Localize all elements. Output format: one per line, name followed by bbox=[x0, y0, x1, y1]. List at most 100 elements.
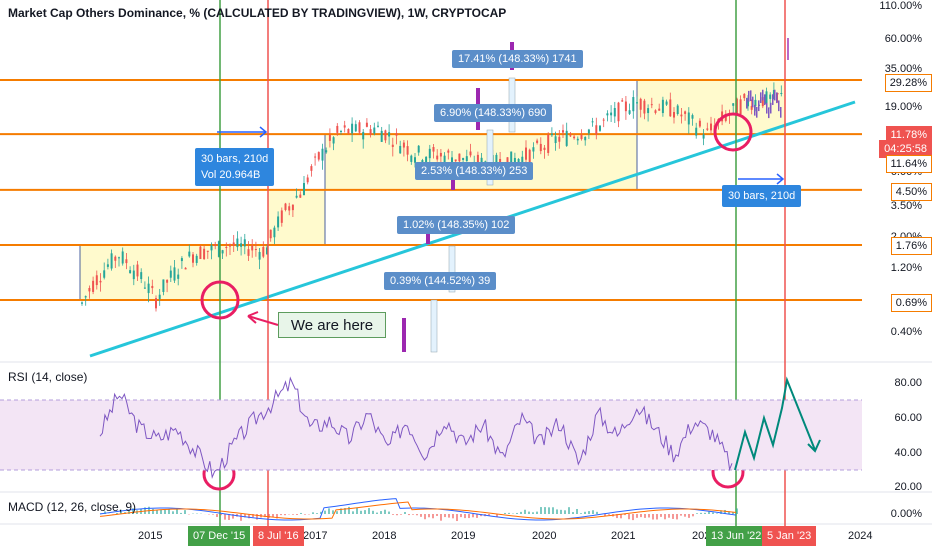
macd-histogram-bar bbox=[464, 514, 466, 519]
candle-body bbox=[454, 159, 457, 162]
candle-body bbox=[768, 107, 770, 119]
macd-histogram-bar bbox=[340, 508, 342, 514]
macd-histogram-bar bbox=[104, 511, 106, 514]
candle-body bbox=[377, 125, 379, 127]
candle-body bbox=[288, 206, 291, 211]
candle-body bbox=[410, 155, 413, 162]
macd-histogram-bar bbox=[244, 514, 246, 518]
candle-body bbox=[691, 115, 694, 119]
macd-histogram-bar bbox=[268, 514, 270, 518]
candle-body bbox=[166, 279, 169, 283]
macd-histogram-bar bbox=[328, 508, 330, 514]
price-axis-tick: 1.20% bbox=[890, 262, 922, 274]
candle-body bbox=[458, 153, 461, 162]
date-tag-green-1: 07 Dec '15 bbox=[188, 526, 251, 546]
macd-histogram-bar bbox=[504, 512, 506, 514]
candle-body bbox=[84, 296, 87, 298]
candle-body bbox=[103, 270, 106, 278]
candle-body bbox=[650, 104, 653, 106]
candle-body bbox=[258, 251, 261, 260]
macd-histogram-bar bbox=[432, 514, 434, 519]
macd-histogram-bar bbox=[420, 514, 422, 517]
macd-histogram-bar bbox=[552, 507, 554, 514]
candle-body bbox=[428, 148, 431, 159]
candle-body bbox=[758, 100, 760, 112]
candle-body bbox=[343, 125, 346, 128]
we-are-here-arrowhead bbox=[247, 311, 259, 324]
bars-range-label-1-line2: Vol 20.964B bbox=[201, 169, 261, 181]
macd-histogram-bar bbox=[168, 509, 170, 514]
candle-body bbox=[584, 136, 587, 141]
candle-body bbox=[229, 244, 231, 247]
price-axis-tick: 0.40% bbox=[890, 326, 922, 338]
candle-body bbox=[780, 106, 782, 118]
macd-histogram-bar bbox=[404, 512, 406, 514]
candle-body bbox=[317, 152, 320, 160]
candle-body bbox=[764, 94, 766, 106]
candle-body bbox=[661, 99, 664, 114]
candle-body bbox=[587, 129, 590, 134]
candle-body bbox=[673, 112, 675, 118]
candle-body bbox=[155, 298, 157, 309]
macd-histogram-bar bbox=[728, 511, 730, 514]
candle-body bbox=[536, 140, 539, 143]
macd-histogram-bar bbox=[620, 514, 622, 519]
macd-histogram-bar bbox=[296, 514, 298, 515]
x-axis-tick: 2017 bbox=[303, 530, 328, 542]
candle-body bbox=[754, 99, 757, 107]
macd-histogram-bar bbox=[240, 514, 242, 521]
candle-body bbox=[299, 194, 302, 198]
macd-histogram-bar bbox=[284, 514, 286, 516]
candle-body bbox=[499, 158, 502, 164]
candle-body bbox=[92, 280, 95, 292]
candle-body bbox=[621, 100, 624, 102]
candle-body bbox=[451, 157, 453, 166]
chart-title: Market Cap Others Dominance, % (CALCULAT… bbox=[8, 6, 507, 20]
candle-body bbox=[613, 108, 616, 117]
candle-body bbox=[462, 157, 465, 161]
measure-label-2: 1.02% (148.35%) 102 bbox=[397, 216, 516, 234]
candle-body bbox=[291, 204, 294, 211]
candle-body bbox=[669, 99, 672, 117]
candle-body bbox=[658, 108, 661, 111]
macd-histogram-bar bbox=[164, 509, 166, 514]
candle-body bbox=[495, 154, 498, 168]
candle-body bbox=[732, 103, 735, 106]
candle-body bbox=[684, 111, 687, 114]
rsi-projection-arrowhead bbox=[807, 439, 821, 453]
price-axis-tick: 110.00% bbox=[879, 0, 922, 12]
macd-histogram-bar bbox=[436, 514, 438, 516]
candle-body bbox=[266, 247, 268, 255]
candle-body bbox=[347, 128, 350, 134]
candle-body bbox=[373, 127, 376, 134]
candle-body bbox=[232, 242, 235, 246]
macd-histogram-bar bbox=[660, 514, 662, 517]
candle-body bbox=[277, 216, 280, 228]
macd-histogram-bar bbox=[528, 511, 530, 514]
candle-body bbox=[243, 239, 246, 247]
measure-label-4: 6.90% (148.33%) 690 bbox=[434, 104, 553, 122]
macd-histogram-bar bbox=[532, 512, 534, 514]
candle-body bbox=[702, 134, 705, 139]
macd-histogram-bar bbox=[732, 512, 734, 514]
candle-body bbox=[192, 254, 194, 263]
candle-body bbox=[314, 156, 317, 158]
range-arrow bbox=[738, 173, 785, 185]
macd-histogram-bar bbox=[536, 511, 538, 514]
macd-histogram-bar bbox=[120, 509, 122, 514]
candle-body bbox=[217, 241, 220, 257]
candle-body bbox=[295, 195, 298, 198]
candle-body bbox=[769, 94, 772, 99]
measure-arrow bbox=[448, 245, 456, 293]
macd-line bbox=[99, 498, 737, 521]
candle-body bbox=[539, 143, 542, 152]
candle-body bbox=[532, 147, 535, 152]
macd-histogram-bar bbox=[232, 514, 234, 519]
range-arrow bbox=[217, 126, 268, 138]
macd-histogram-bar bbox=[588, 511, 590, 514]
macd-histogram-bar bbox=[352, 511, 354, 514]
candle-body bbox=[188, 251, 191, 257]
candle-body bbox=[328, 134, 331, 141]
highlight-circle bbox=[200, 280, 240, 320]
candle-body bbox=[310, 166, 313, 171]
